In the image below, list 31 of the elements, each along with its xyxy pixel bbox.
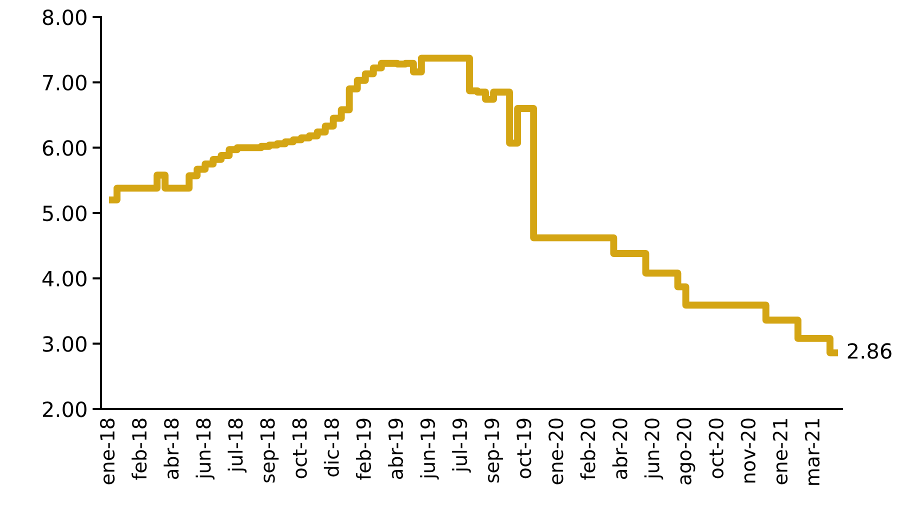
x-tick-label: jul-18 <box>228 418 247 473</box>
x-tick-label: ene-18 <box>100 418 115 484</box>
x-tick-label: nov-20 <box>740 418 756 483</box>
x-tick-label: dic-18 <box>324 418 339 476</box>
x-tick-label: feb-19 <box>356 418 371 480</box>
x-tick-label: jul-19 <box>452 418 471 473</box>
x-tick-label: ago-20 <box>676 418 696 484</box>
x-tick-label: oct-18 <box>292 418 307 478</box>
x-tick-label: jun-20 <box>644 418 664 480</box>
x-tick-label: jun-18 <box>196 418 215 480</box>
x-tick-label: abr-19 <box>388 418 404 479</box>
x-tick-label: abr-18 <box>164 418 179 479</box>
x-tick-label: oct-19 <box>516 418 532 478</box>
x-tick-label: abr-20 <box>612 418 628 479</box>
y-tick-label: 8.00 <box>42 9 86 26</box>
x-tick-label: sep-19 <box>484 418 503 482</box>
x-tick-label: ene-20 <box>548 418 564 484</box>
x-tick-label: feb-18 <box>132 418 147 480</box>
x-tick-label: feb-20 <box>580 418 596 480</box>
x-tick-label: sep-18 <box>260 418 279 482</box>
y-tick-label: 6.00 <box>42 140 86 156</box>
data-label: 2.86 <box>848 343 892 359</box>
x-tick-label: mar-21 <box>804 419 820 485</box>
y-tick-label: 7.00 <box>43 74 86 91</box>
x-tick-label: jun-19 <box>420 418 439 480</box>
y-tick-label: 3.00 <box>43 336 86 352</box>
x-tick-label: oct-20 <box>708 418 724 478</box>
y-tick-label: 2.00 <box>42 401 86 418</box>
y-tick-label: 5.00 <box>43 205 86 222</box>
x-tick-label: ene-21 <box>772 419 788 484</box>
y-tick-label: 4.00 <box>42 270 86 287</box>
